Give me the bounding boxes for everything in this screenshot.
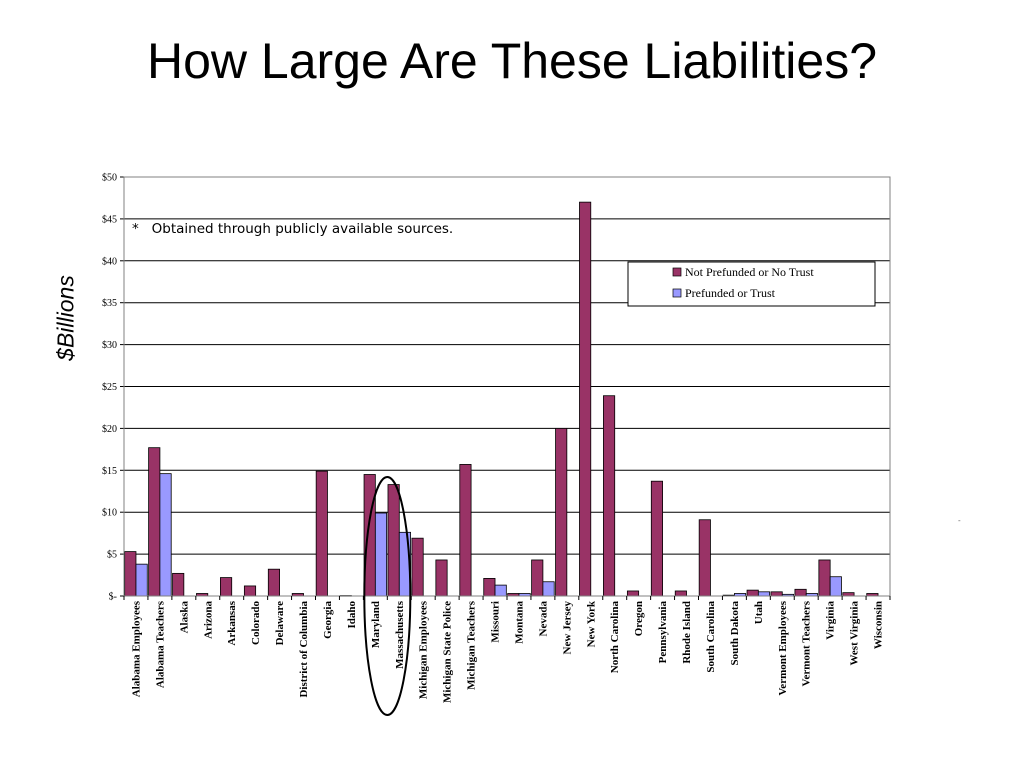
x-category-label: Alabama Employees bbox=[130, 600, 142, 697]
x-category-label: Missouri bbox=[490, 601, 502, 643]
bar-prefunded bbox=[757, 591, 771, 597]
x-category-label: Arizona bbox=[202, 601, 214, 639]
bar-prefunded bbox=[135, 563, 148, 597]
y-axis-ticks: $- $5 $10 $15 $20 $25 $30 $35 $40 $45 $50 bbox=[102, 173, 124, 603]
x-category-label: Wisconsin bbox=[873, 601, 885, 649]
bar-not-prefunded bbox=[267, 568, 280, 597]
x-axis-category-labels: Alabama Employees Alabama Teachers Alaska A… bbox=[130, 600, 884, 703]
bar-not-prefunded bbox=[626, 590, 640, 597]
legend-swatch bbox=[672, 288, 682, 298]
y-tick-label: $50 bbox=[102, 173, 117, 184]
x-category-label: Michigan Employees bbox=[418, 600, 430, 699]
bar-not-prefunded bbox=[435, 559, 448, 597]
bar-not-prefunded bbox=[172, 572, 185, 597]
bar-not-prefunded bbox=[746, 589, 759, 597]
footnote: * Obtained through publicly available so… bbox=[132, 221, 454, 237]
bar-prefunded bbox=[374, 512, 388, 597]
stray-mark: - bbox=[958, 516, 961, 525]
bar-not-prefunded bbox=[842, 592, 855, 597]
bar-not-prefunded bbox=[770, 591, 783, 597]
x-category-label: Virginia bbox=[825, 601, 837, 640]
bar-not-prefunded bbox=[579, 201, 592, 597]
bar-not-prefunded bbox=[674, 590, 687, 597]
x-category-label: Rhode Island bbox=[681, 601, 693, 664]
legend-entry: Not Prefunded or No Trust bbox=[685, 265, 814, 279]
x-category-label: Vermont Employees bbox=[777, 600, 789, 695]
bar-prefunded bbox=[542, 581, 555, 597]
x-category-label: Alaska bbox=[178, 601, 190, 634]
slide-title: How Large Are These Liabilities? bbox=[146, 33, 878, 89]
y-tick-label: $25 bbox=[102, 382, 117, 393]
bar-not-prefunded bbox=[650, 480, 663, 597]
bar-not-prefunded bbox=[363, 474, 376, 597]
x-category-label: South Dakota bbox=[729, 601, 741, 666]
x-category-label: West Virginia bbox=[849, 601, 861, 666]
x-category-label: Maryland bbox=[370, 601, 382, 648]
legend-box bbox=[627, 261, 876, 307]
bars bbox=[124, 201, 879, 597]
legend: Not Prefunded or No Trust Prefunded or Tr… bbox=[627, 261, 876, 307]
x-category-label: Massachusetts bbox=[394, 600, 406, 669]
bar-not-prefunded bbox=[220, 577, 233, 597]
y-tick-label: $10 bbox=[102, 508, 117, 519]
y-tick-label: $30 bbox=[102, 340, 117, 351]
highlight-ellipse bbox=[363, 476, 412, 716]
bar-not-prefunded bbox=[603, 395, 616, 597]
bar-not-prefunded bbox=[459, 464, 472, 597]
bar-not-prefunded bbox=[387, 484, 400, 597]
x-category-label: Vermont Teachers bbox=[801, 600, 813, 686]
y-tick-label: $20 bbox=[102, 424, 117, 435]
legend-entry: Prefunded or Trust bbox=[685, 286, 776, 300]
highlight-ellipse-shape bbox=[363, 476, 412, 716]
y-tick-label: $40 bbox=[102, 256, 117, 267]
bar-not-prefunded bbox=[243, 585, 257, 597]
x-category-label: Idaho bbox=[346, 601, 358, 629]
x-category-label: South Carolina bbox=[705, 601, 717, 673]
x-category-label: District of Columbia bbox=[298, 601, 310, 698]
bar-not-prefunded bbox=[411, 537, 424, 597]
x-category-label: Michigan Teachers bbox=[466, 600, 478, 690]
x-category-label: Colorado bbox=[250, 601, 262, 646]
bar-not-prefunded bbox=[698, 519, 711, 597]
y-tick-label: $- bbox=[109, 592, 117, 603]
bar-not-prefunded bbox=[794, 588, 807, 597]
y-tick-label: $45 bbox=[102, 214, 117, 225]
y-tick-label: $15 bbox=[102, 466, 117, 477]
x-category-label: Oregon bbox=[633, 601, 645, 636]
x-category-label: Georgia bbox=[322, 601, 334, 639]
x-category-label: Pennsylvania bbox=[657, 601, 669, 664]
x-category-label: Delaware bbox=[274, 601, 286, 646]
legend-swatch bbox=[672, 267, 682, 277]
x-category-label: New Jersey bbox=[561, 601, 573, 655]
bar-prefunded bbox=[829, 576, 842, 597]
x-category-label: Utah bbox=[753, 601, 765, 624]
bar-not-prefunded bbox=[818, 559, 831, 597]
bar-not-prefunded bbox=[483, 578, 496, 597]
bar-prefunded bbox=[494, 584, 507, 597]
x-category-label: Montana bbox=[513, 601, 525, 644]
bar-not-prefunded bbox=[531, 559, 544, 597]
x-category-label: Alabama Teachers bbox=[154, 600, 166, 688]
y-tick-label: $35 bbox=[102, 298, 117, 309]
x-category-label: Michigan State Police bbox=[442, 601, 454, 703]
bar-not-prefunded bbox=[124, 551, 137, 597]
bar-not-prefunded bbox=[148, 447, 161, 597]
bar-not-prefunded bbox=[555, 427, 568, 597]
bar-prefunded bbox=[159, 473, 172, 597]
x-category-label: North Carolina bbox=[609, 601, 621, 674]
axes bbox=[123, 176, 891, 600]
x-category-label: New York bbox=[585, 600, 597, 647]
bar-not-prefunded bbox=[315, 470, 328, 597]
x-category-label: Nevada bbox=[537, 601, 549, 637]
x-category-label: Arkansas bbox=[226, 600, 238, 645]
gridlines bbox=[124, 176, 890, 597]
y-tick-label: $5 bbox=[107, 550, 117, 561]
